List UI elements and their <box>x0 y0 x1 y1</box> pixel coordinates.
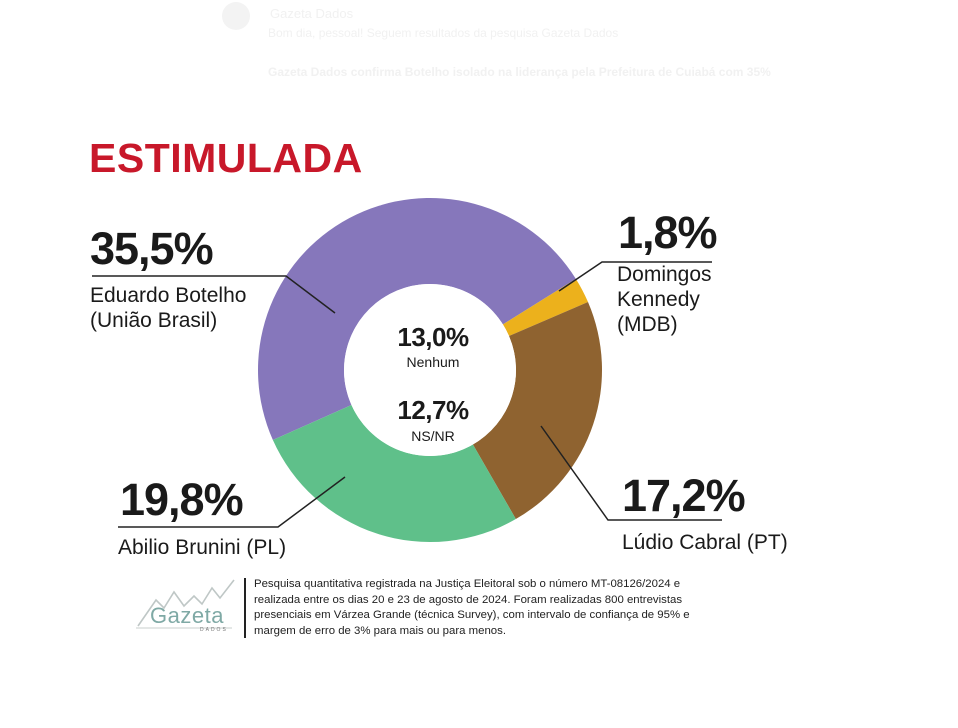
kennedy-name: Domingos Kennedy (MDB) <box>617 262 712 337</box>
cabral-pct: 17,2% <box>622 470 746 521</box>
chart-title: ESTIMULADA <box>89 135 363 181</box>
ghost-author: Gazeta Dados <box>270 6 354 21</box>
kennedy-pct: 1,8% <box>618 207 718 258</box>
segment-kennedy <box>502 278 588 337</box>
leader-line-brunini <box>118 476 346 528</box>
gazeta-dados-logo-icon <box>136 579 235 629</box>
center-dk-label: NS/NR <box>411 428 455 444</box>
brunini-pct: 19,8% <box>120 474 244 525</box>
segment-botelho <box>258 198 576 440</box>
botelho-name: Eduardo Botelho (União Brasil) <box>90 283 246 333</box>
cabral-name: Lúdio Cabral (PT) <box>622 531 788 554</box>
botelho-name-line1: Eduardo Botelho <box>90 284 247 307</box>
center-none-pct: 13,0% <box>397 322 469 352</box>
donut-segments <box>258 198 602 542</box>
brunini-name: Abilio Brunini (PL) <box>118 536 287 559</box>
methodology-note: Pesquisa quantitativa registrada na Just… <box>254 578 690 637</box>
logo-subtitle: DADOS <box>200 627 228 633</box>
botelho-pct: 35,5% <box>90 223 214 274</box>
leader-line-kennedy <box>558 261 712 292</box>
segment-brunini <box>272 404 516 542</box>
donut-hole <box>344 284 516 456</box>
center-none-label: Nenhum <box>406 354 460 370</box>
footer-divider <box>244 578 246 638</box>
center-dk-pct: 12,7% <box>397 395 469 425</box>
ghost-subtitle: Bom dia, pessoal! Seguem resultados da p… <box>268 26 619 40</box>
leader-line-botelho <box>92 275 336 314</box>
logo-wordmark: Gazeta <box>150 603 224 628</box>
kennedy-name-line2: Kennedy <box>617 288 700 311</box>
kennedy-party: (MDB) <box>617 313 678 336</box>
ghost-headline: Gazeta Dados confirma Botelho isolado na… <box>268 65 771 79</box>
ghost-avatar <box>222 2 250 30</box>
botelho-party: (União Brasil) <box>90 309 218 332</box>
segment-cabral <box>472 302 602 520</box>
leader-line-cabral <box>540 425 722 521</box>
kennedy-name-line1: Domingos <box>617 263 712 286</box>
